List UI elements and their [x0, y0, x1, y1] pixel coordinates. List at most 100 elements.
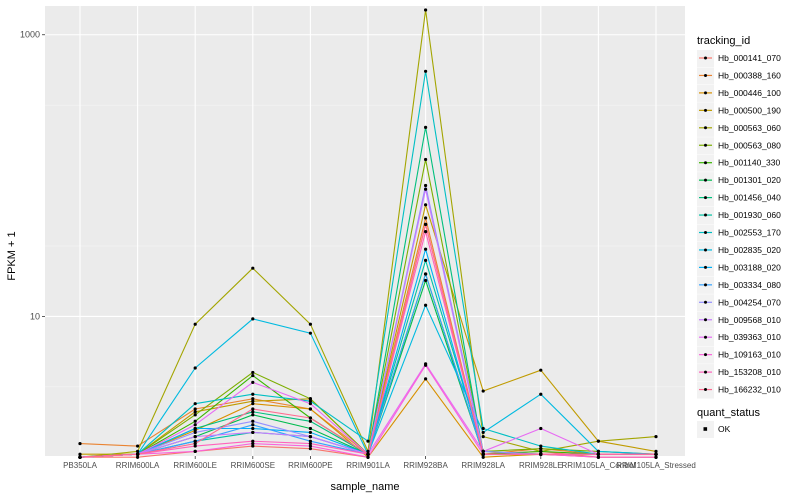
legend-label: Hb_166232_010 [718, 385, 781, 395]
legend-key-point [704, 335, 707, 339]
data-point [193, 407, 197, 411]
data-point [251, 397, 255, 401]
data-point [308, 430, 312, 435]
data-point [424, 8, 428, 12]
legend: tracking_id Hb_000141_070Hb_000388_160Hb… [697, 35, 781, 438]
legend-key-point [704, 196, 707, 200]
data-point [136, 449, 140, 453]
legend-key-point [704, 108, 707, 112]
data-point [596, 449, 601, 453]
legend-label: Hb_001930_060 [718, 210, 781, 220]
legend2-label: OK [718, 424, 731, 434]
legend2-title: quant_status [697, 407, 760, 419]
data-point [78, 452, 82, 456]
legend-items: Hb_000141_070 Hb_000388_160 Hb_000446_100 H… [697, 50, 781, 399]
legend-title: tracking_id [697, 35, 750, 47]
legend-key-point [704, 388, 707, 392]
legend-key-point [704, 143, 707, 147]
data-point [424, 230, 428, 234]
data-point [308, 331, 312, 335]
x-axis-label: sample_name [330, 481, 399, 493]
data-point [424, 247, 428, 251]
y-tick-label: 1000 [20, 30, 40, 40]
legend-label: Hb_000446_100 [718, 88, 781, 98]
legend-key-point [704, 370, 707, 374]
x-tick-label: RRIM901LA [346, 461, 390, 470]
x-axis-ticks: PB350LA RRIM600LA RRIM600LE RRIM600SE RRIM60… [63, 456, 696, 470]
data-point [308, 444, 312, 448]
data-point [596, 452, 601, 456]
data-point [539, 392, 543, 396]
data-point [539, 444, 543, 448]
data-point [539, 447, 543, 451]
data-point [424, 157, 428, 162]
data-point [308, 397, 312, 401]
legend-key-point [704, 318, 707, 322]
legend-label: Hb_002835_020 [718, 245, 781, 255]
minor-gridlines [45, 104, 685, 388]
data-point [193, 435, 197, 439]
data-point [366, 439, 370, 443]
data-point [251, 317, 255, 321]
data-point [366, 449, 370, 453]
data-point [251, 439, 255, 443]
data-point [193, 402, 197, 406]
legend-key-point [704, 213, 707, 217]
data-point [193, 419, 197, 423]
series-points [78, 8, 658, 459]
legend-key-point [704, 91, 707, 95]
major-gridlines [45, 6, 685, 456]
data-point [193, 423, 197, 427]
data-point [251, 392, 255, 396]
legend-key-point [704, 73, 707, 77]
data-point [136, 452, 140, 456]
legend-key-point [704, 283, 707, 287]
data-point [481, 449, 485, 453]
data-point [308, 322, 312, 326]
data-point [308, 435, 312, 439]
data-point [251, 399, 255, 403]
data-point [654, 455, 658, 459]
y-axis-ticks: 10 1000 [20, 30, 45, 321]
data-point [654, 449, 658, 453]
y-tick-label: 10 [30, 311, 40, 321]
data-point [481, 430, 485, 435]
data-point [424, 69, 428, 73]
data-point [424, 125, 428, 129]
x-tick-label: RRIM600PE [288, 461, 332, 470]
data-point [308, 416, 312, 420]
data-point [78, 455, 82, 459]
data-point [481, 426, 485, 431]
data-point [424, 278, 428, 283]
data-point [481, 389, 485, 393]
x-tick-label: RRIM600SE [231, 461, 275, 470]
legend-label: Hb_153208_010 [718, 367, 781, 377]
legend-label: Hb_039363_010 [718, 332, 781, 342]
legend-label: Hb_000388_160 [718, 70, 781, 80]
legend-key-point [704, 56, 707, 60]
data-point [193, 410, 197, 414]
data-point [193, 322, 197, 326]
data-point [251, 419, 255, 423]
legend-label: Hb_004254_070 [718, 297, 781, 307]
x-tick-label: RRIM928LA [461, 461, 505, 470]
x-tick-label: RRIM928BA [403, 461, 448, 470]
legend-label: Hb_003334_080 [718, 280, 781, 290]
data-point [308, 447, 312, 451]
legend-label: Hb_000563_080 [718, 140, 781, 150]
data-point [539, 368, 543, 372]
data-point [539, 449, 543, 453]
data-point [308, 441, 312, 446]
data-point [136, 444, 140, 448]
data-point [539, 426, 543, 431]
legend-label: Hb_000141_070 [718, 53, 781, 63]
data-point [308, 402, 312, 406]
data-point [251, 380, 255, 384]
data-point [654, 452, 658, 456]
data-point [424, 222, 428, 227]
data-point [424, 183, 428, 188]
legend-label: Hb_001456_040 [718, 193, 781, 203]
data-point [308, 399, 312, 403]
data-point [308, 426, 312, 431]
